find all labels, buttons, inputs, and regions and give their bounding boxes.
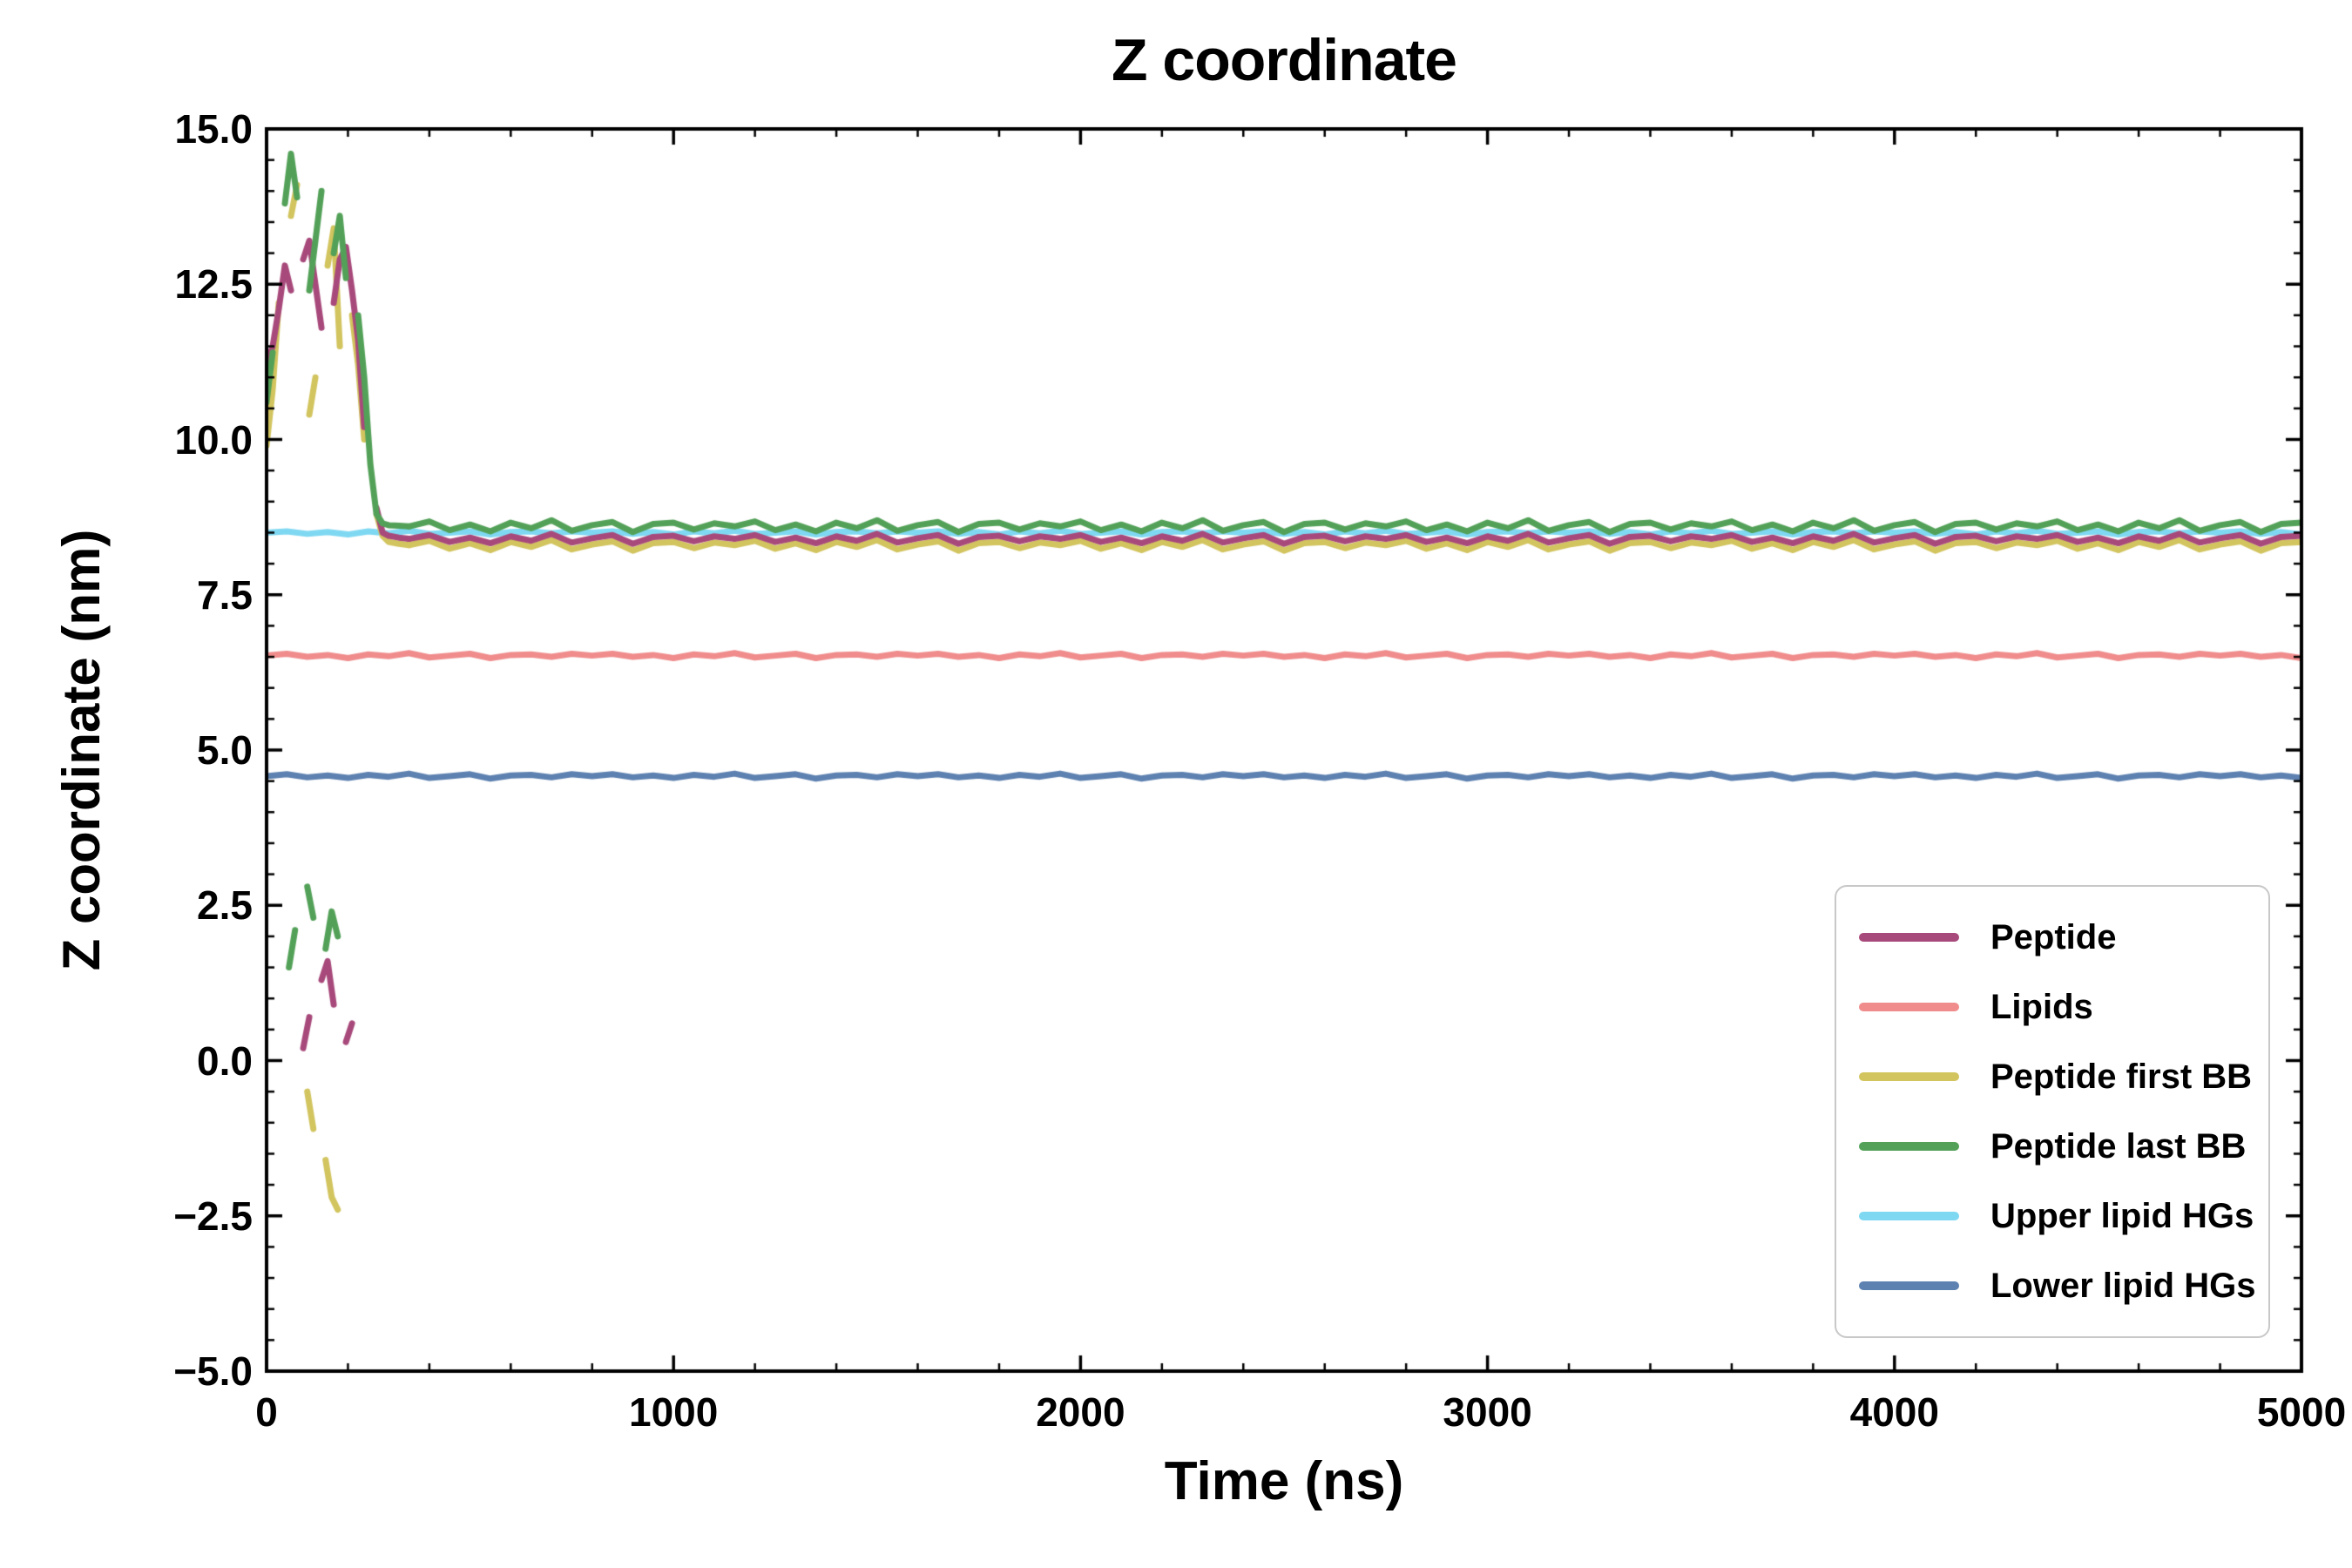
x-tick-label: 0 [255,1389,278,1435]
legend-item: Lower lipid HGs [1859,1251,2255,1321]
x-axis-label: Time (ns) [1164,1451,1404,1511]
legend-item: Lipids [1859,972,2246,1042]
legend-label: Upper lipid HGs [1990,1196,2254,1235]
legend-label: Peptide [1990,917,2117,956]
y-tick-label: −2.5 [173,1193,253,1239]
x-tick-label: 1000 [629,1389,719,1435]
x-tick-label: 4000 [1849,1389,1939,1435]
legend: Peptide Lipids Peptide first BB Peptide las… [1835,885,2270,1338]
legend-line-swatch [1859,1281,1959,1290]
legend-label: Peptide last BB [1990,1126,2247,1166]
y-tick-label: 7.5 [197,571,253,618]
legend-item: Upper lipid HGs [1859,1181,2254,1251]
y-tick-label: 15.0 [174,106,253,152]
x-tick-label: 5000 [2256,1389,2347,1435]
y-tick-label: 2.5 [197,882,253,929]
chart-title: Z coordinate [1111,27,1457,93]
legend-line-swatch [1859,1212,1959,1220]
legend-label: Peptide first BB [1990,1057,2253,1096]
legend-item: Peptide first BB [1859,1042,2252,1112]
y-tick-label: 5.0 [197,727,253,773]
legend-line-swatch [1859,933,1959,942]
legend-line-swatch [1859,1003,1959,1011]
x-tick-label: 2000 [1036,1389,1125,1435]
legend-line-swatch [1859,1142,1959,1151]
legend-label: Lower lipid HGs [1990,1266,2256,1305]
y-tick-label: 0.0 [197,1037,253,1084]
legend-item: Peptide [1859,902,2246,972]
legend-item: Peptide last BB [1859,1112,2246,1181]
y-tick-label: −5.0 [173,1348,253,1394]
legend-line-swatch [1859,1072,1959,1081]
x-tick-label: 3000 [1443,1389,1532,1435]
y-tick-label: 12.5 [174,261,253,308]
y-tick-label: 10.0 [174,416,253,463]
legend-label: Lipids [1990,987,2093,1026]
